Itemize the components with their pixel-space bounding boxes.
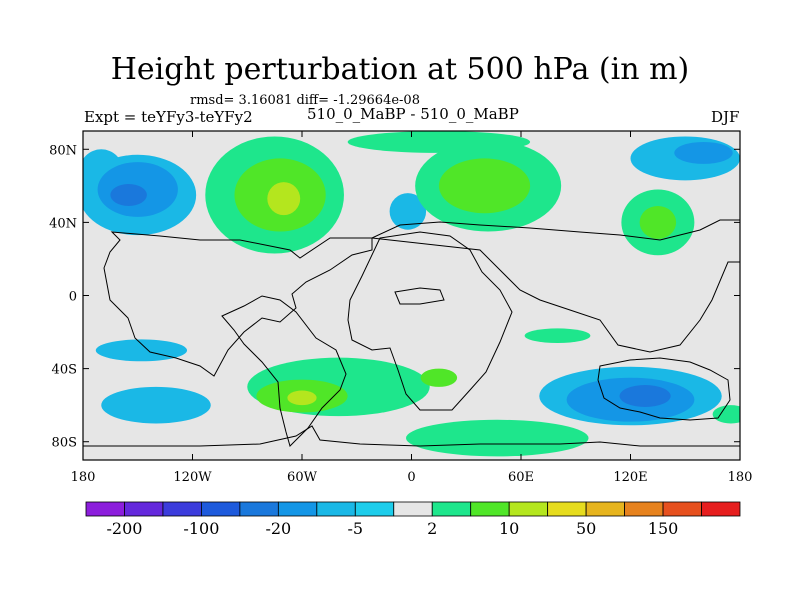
coastline-antarctica bbox=[83, 425, 740, 447]
anomaly-n_deep-10 bbox=[619, 385, 671, 407]
anomaly-n_cyan-7 bbox=[101, 386, 211, 424]
anomaly-p_green-26 bbox=[712, 405, 740, 424]
y-tick-label-1: 40N bbox=[49, 216, 77, 231]
coastline-gulf-islands bbox=[394, 287, 445, 305]
colorbar-box-9 bbox=[431, 501, 472, 517]
colorbar: -200 -100 -20 -5 2 10 50 150 bbox=[85, 501, 741, 538]
y-tick-label-4: 80S bbox=[52, 436, 77, 451]
coastline-eurasia bbox=[370, 219, 740, 353]
anomaly-n_cyan-6 bbox=[389, 193, 427, 230]
colorbar-box-13 bbox=[585, 501, 625, 517]
colorbar-box-16 bbox=[701, 501, 741, 517]
coastline-south-america bbox=[221, 295, 347, 447]
map-title: Height perturbation at 500 hPa (in m) bbox=[110, 52, 690, 87]
x-tick-label-3: 0 bbox=[407, 470, 415, 485]
coastline-africa bbox=[347, 231, 513, 411]
anomaly-n_cyan-11 bbox=[95, 339, 188, 362]
anomaly-p_yellow-23 bbox=[287, 390, 317, 406]
colorbar-box-4 bbox=[239, 501, 279, 517]
colorbar-box-11 bbox=[508, 501, 549, 517]
colorbar-box-6 bbox=[316, 501, 356, 517]
colorbar-label-7: 150 bbox=[648, 519, 679, 538]
colorbar-box-5 bbox=[277, 501, 318, 517]
colorbar-label-0: -200 bbox=[106, 519, 142, 538]
coastline-north-america bbox=[103, 231, 373, 377]
x-tick-label-0: 180 bbox=[71, 470, 96, 485]
colorbar-box-15 bbox=[662, 501, 702, 517]
anomaly-p_lgreen-19 bbox=[639, 205, 677, 239]
colorbar-box-7 bbox=[354, 501, 395, 517]
cases-label: 510_0_MaBP - 510_0_MaBP bbox=[307, 105, 519, 123]
x-tick-label-1: 120W bbox=[173, 470, 212, 485]
anomaly-n_deep-3 bbox=[110, 184, 147, 206]
y-tick-label-3: 40S bbox=[52, 363, 77, 378]
colorbar-box-14 bbox=[624, 501, 664, 517]
anomaly-p_green-14 bbox=[347, 131, 531, 153]
anomaly-fields bbox=[83, 131, 740, 457]
anomaly-p_lgreen-16 bbox=[438, 158, 531, 214]
colorbar-label-4: 2 bbox=[427, 519, 437, 538]
anomaly-n_blue-5 bbox=[674, 141, 733, 164]
colorbar-box-3 bbox=[201, 501, 241, 517]
anomaly-p_yellow-17 bbox=[267, 182, 301, 216]
x-tick-label-5: 120E bbox=[613, 470, 647, 485]
y-tick-label-2: 0 bbox=[69, 290, 77, 305]
colorbar-box-12 bbox=[547, 501, 587, 517]
colorbar-box-2 bbox=[162, 501, 202, 517]
colorbar-label-1: -100 bbox=[183, 519, 219, 538]
coastlines bbox=[83, 219, 740, 447]
colorbar-label-6: 50 bbox=[576, 519, 596, 538]
colorbar-label-5: 10 bbox=[499, 519, 519, 538]
colorbar-label-3: -5 bbox=[347, 519, 363, 538]
anomaly-p_lgreen-22 bbox=[420, 368, 458, 387]
colorbar-box-8 bbox=[393, 501, 433, 517]
colorbar-box-10 bbox=[470, 501, 510, 517]
x-tick-label-4: 60E bbox=[508, 470, 534, 485]
x-tick-label-2: 60W bbox=[287, 470, 318, 485]
colorbar-label-2: -20 bbox=[265, 519, 291, 538]
colorbar-box-0 bbox=[85, 501, 125, 517]
coastline-australia bbox=[597, 357, 731, 421]
anomaly-p_green-24 bbox=[406, 419, 589, 457]
rmsd-diff-stats: rmsd= 3.16081 diff= -1.29664e-08 bbox=[190, 93, 420, 108]
y-tick-label-0: 80N bbox=[49, 143, 77, 158]
axis-ticks: 180 120W 60W 0 60E 120E 180 80N 40N 0 40S 80S bbox=[49, 131, 752, 485]
colorbar-box-1 bbox=[124, 501, 164, 517]
experiment-label: Expt = teYFy3-teYFy2 bbox=[84, 108, 253, 126]
anomaly-p_green-25 bbox=[524, 328, 591, 344]
season-label: DJF bbox=[711, 108, 740, 126]
x-tick-label-6: 180 bbox=[728, 470, 753, 485]
